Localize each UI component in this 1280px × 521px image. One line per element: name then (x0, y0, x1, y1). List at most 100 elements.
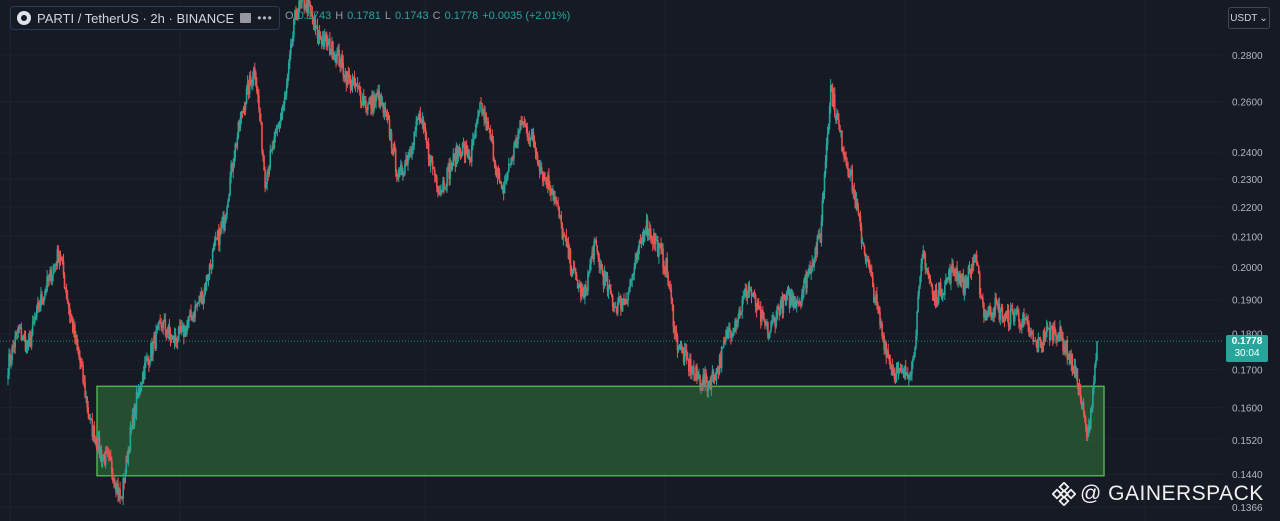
candle (835, 114, 837, 124)
candle (213, 236, 216, 251)
candle (79, 350, 81, 370)
candle (787, 285, 790, 296)
candle (594, 238, 596, 243)
candle (188, 315, 190, 328)
candle (991, 311, 993, 321)
candle (1078, 378, 1081, 396)
candle (885, 340, 887, 365)
candle (505, 172, 508, 186)
candle (911, 360, 913, 381)
candle (726, 326, 728, 339)
candle (982, 293, 984, 308)
candle (341, 50, 344, 69)
candle (791, 289, 794, 308)
candle (941, 289, 944, 302)
candle (648, 221, 651, 241)
candle (30, 329, 33, 351)
candle (245, 85, 248, 105)
candle (805, 269, 807, 296)
candle (186, 319, 188, 337)
candle (494, 159, 497, 176)
candle (924, 251, 927, 275)
candle (723, 336, 726, 344)
candle (1020, 323, 1022, 331)
candle (156, 325, 158, 334)
candle (868, 259, 871, 273)
candle (716, 365, 719, 374)
more-options-icon[interactable]: ••• (257, 11, 273, 25)
candle (397, 167, 400, 183)
candle (938, 282, 941, 296)
candle (374, 94, 376, 108)
candle (548, 168, 550, 191)
candle (678, 343, 681, 350)
candle (76, 334, 78, 351)
candle (629, 278, 631, 293)
y-tick-label: 0.1520 (1232, 436, 1263, 447)
candle (822, 190, 825, 204)
candle (492, 136, 495, 162)
candle (551, 188, 553, 196)
candle (462, 137, 465, 149)
candle (1073, 358, 1076, 378)
candle (140, 382, 143, 392)
candle (360, 101, 363, 109)
candle (75, 330, 77, 346)
symbol-legend[interactable]: PARTI / TetherUS · 2h · BINANCE ••• (10, 6, 280, 30)
candle (192, 311, 194, 323)
candle (222, 211, 224, 228)
candle (250, 79, 253, 90)
candle (727, 326, 729, 340)
candle (890, 363, 893, 376)
candle (83, 375, 85, 388)
candle (853, 182, 856, 201)
candle (881, 320, 883, 340)
candle (1061, 329, 1063, 341)
candle (1012, 310, 1015, 326)
candle (15, 331, 18, 340)
candle (963, 276, 966, 301)
candle (882, 332, 884, 343)
candle (863, 244, 866, 257)
candle (366, 106, 368, 116)
candle (628, 286, 630, 295)
candle (776, 305, 778, 321)
currency-selector[interactable]: USDT ⌄ (1228, 7, 1270, 29)
candle (769, 330, 771, 339)
candle (211, 248, 214, 270)
candle (409, 146, 411, 158)
candle (333, 52, 335, 61)
candle (849, 168, 852, 182)
candle (1091, 404, 1093, 414)
candle (467, 149, 470, 160)
candle (945, 273, 947, 286)
candle (524, 118, 527, 128)
candle (307, 0, 310, 17)
candle (337, 44, 339, 57)
candle (682, 347, 685, 366)
candle (241, 110, 244, 119)
candle (691, 365, 693, 380)
candle (386, 109, 389, 124)
candle (777, 303, 780, 310)
candle (370, 95, 372, 116)
candle (1044, 331, 1047, 343)
candle (935, 282, 938, 308)
candle (592, 245, 594, 263)
candle (266, 169, 268, 191)
flag-icon[interactable] (240, 13, 252, 23)
candle (391, 148, 394, 156)
candle (262, 149, 264, 162)
candle (278, 120, 281, 133)
candle (344, 67, 347, 82)
candle (921, 253, 923, 272)
candle (1036, 339, 1039, 353)
candle (414, 126, 417, 137)
candle (498, 168, 501, 184)
candles (7, 0, 1098, 506)
candle (886, 348, 889, 359)
candle (310, 4, 313, 17)
candle (265, 182, 267, 189)
candle (60, 256, 63, 262)
